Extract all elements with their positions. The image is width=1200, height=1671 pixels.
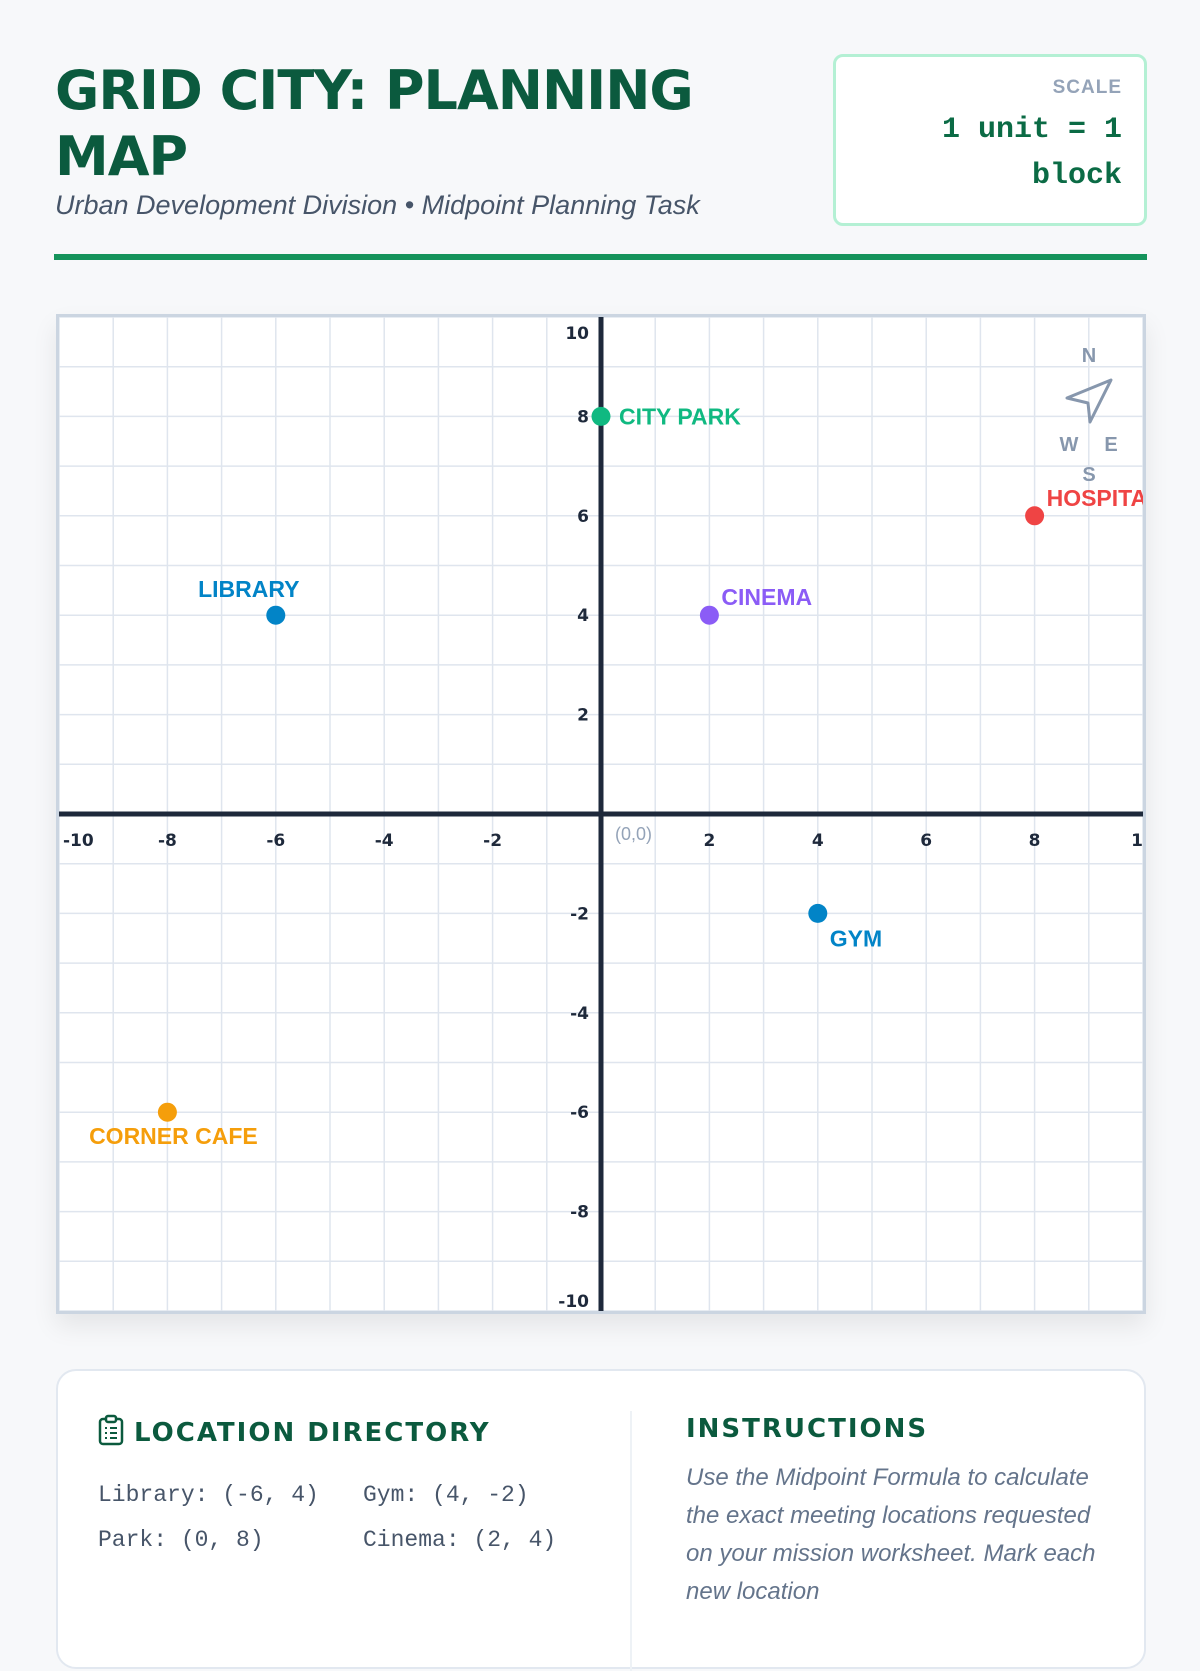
compass-arrow-icon (1065, 378, 1113, 424)
location-label: HOSPITAL (1047, 485, 1143, 511)
info-card: LOCATION DIRECTORY Library: (-6, 4) Gym:… (56, 1369, 1146, 1671)
location-label: CITY PARK (619, 403, 741, 429)
location-marker (1025, 506, 1045, 526)
instructions-text: Use the Midpoint Formula to calculate th… (686, 1464, 1096, 1605)
map-canvas[interactable]: -10 -8 -6 -4 -2 2 4 6 8 10 10 8 6 4 2 -2 -4 -6 -8 -10 (0,0) N… (59, 317, 1143, 1311)
y-tick-label: -2 (570, 904, 589, 924)
origin-label: (0,0) (615, 824, 652, 844)
y-tick-label: -8 (570, 1203, 589, 1223)
y-tick-label: 4 (577, 606, 589, 626)
directory-list: Library: (-6, 4) Gym: (4, -2) Park: (0, … (98, 1479, 608, 1557)
x-tick-label: 6 (920, 831, 932, 851)
location-label: CORNER CAFE (89, 1123, 258, 1149)
y-tick-label: 8 (577, 407, 589, 427)
y-tick-label: 2 (577, 706, 589, 726)
header-divider (54, 254, 1147, 260)
x-tick-label: -4 (375, 831, 394, 851)
location-marker (157, 1102, 177, 1122)
column-divider (630, 1411, 632, 1671)
directory-title: LOCATION DIRECTORY (134, 1418, 491, 1448)
clipboard-icon (98, 1414, 124, 1446)
location-marker (808, 903, 828, 923)
directory-entry: Cinema: (2, 4) (363, 1527, 557, 1553)
directory-heading: LOCATION DIRECTORY (98, 1414, 491, 1448)
coordinate-map[interactable]: -10 -8 -6 -4 -2 2 4 6 8 10 10 8 6 4 2 -2 -4 -6 -8 -10 (0,0) N… (56, 314, 1146, 1314)
directory-entry: Library: (-6, 4) (98, 1482, 319, 1508)
x-tick-label: -10 (63, 831, 94, 851)
y-tick-label: 10 (565, 324, 589, 344)
x-tick-label: -8 (158, 831, 177, 851)
location-marker (699, 605, 719, 625)
compass-east: E (1104, 434, 1117, 456)
page-title: GRID CITY: PLANNING MAP (55, 59, 694, 188)
x-tick-label: 8 (1029, 831, 1041, 851)
x-tick-label: 4 (812, 831, 824, 851)
location-label: GYM (830, 925, 882, 951)
page-subtitle: Urban Development Division • Midpoint Pl… (55, 190, 700, 220)
compass-south: S (1082, 464, 1095, 486)
scale-box: SCALE 1 unit = 1 block (833, 54, 1147, 226)
y-tick-label: -4 (570, 1004, 589, 1024)
directory-entry: Park: (0, 8) (98, 1527, 264, 1553)
y-tick-label: 6 (577, 507, 589, 527)
y-tick-label: -6 (570, 1103, 589, 1123)
location-marker (591, 406, 611, 426)
x-tick-label: 10 (1131, 831, 1143, 851)
x-tick-label: 2 (703, 831, 715, 851)
location-label: CINEMA (721, 584, 812, 610)
compass-north: N (1082, 345, 1096, 367)
compass-west: W (1060, 434, 1079, 456)
location-label: LIBRARY (198, 576, 299, 602)
directory-entry: Gym: (4, -2) (363, 1482, 529, 1508)
x-tick-label: -6 (266, 831, 285, 851)
instructions-title: INSTRUCTIONS (686, 1414, 929, 1444)
x-tick-label: -2 (483, 831, 502, 851)
scale-value: 1 unit = 1 block (941, 113, 1122, 193)
scale-label: SCALE (1052, 77, 1122, 98)
location-marker (266, 605, 286, 625)
y-tick-label: -10 (558, 1292, 589, 1311)
